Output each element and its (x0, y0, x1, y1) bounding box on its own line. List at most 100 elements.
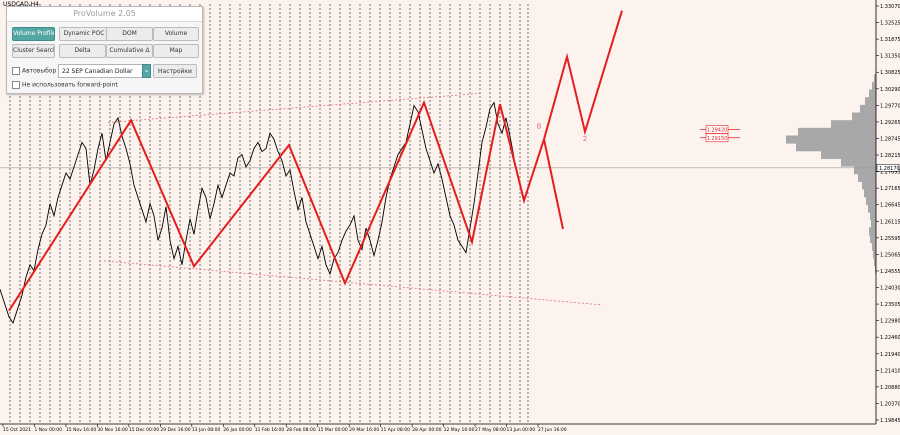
delta-button[interactable]: Delta (59, 44, 106, 58)
y-tick-label: 1.27165 (880, 186, 900, 192)
y-tick-label: 1.20880 (880, 385, 900, 391)
y-tick-label: 1.28215 (880, 153, 900, 159)
y-tick-label: 1.27695 (880, 170, 900, 176)
y-tick-label: 1.24030 (880, 286, 900, 292)
y-tick-label: 1.22460 (880, 335, 900, 341)
volume-profile-bar (786, 135, 876, 144)
volume-profile-bar (860, 104, 876, 114)
x-tick-label: 13 Jun 00:00 (507, 427, 536, 433)
x-tick-label: 29 Dec 16:00 (160, 427, 190, 433)
wave-label: 2 (583, 135, 587, 143)
x-tick-label: 13 Jan 08:00 (192, 427, 221, 433)
volume-button[interactable]: Volume (153, 27, 199, 41)
wave-label: B (537, 123, 542, 131)
price-mark-label: 1.29420 (707, 128, 728, 134)
y-tick-label: 1.20370 (880, 401, 900, 407)
y-tick-label: 1.23505 (880, 302, 900, 308)
volume-profile-bar (870, 212, 876, 221)
price-series (0, 101, 515, 325)
y-tick-label: 1.25065 (880, 252, 900, 258)
x-tick-label: 28 Apr 00:00 (412, 427, 441, 433)
symbol-label: USDCAD,H4 (3, 1, 39, 8)
provolume-panel[interactable]: ProVolume 2.05 Volume Profile Dynamic PO… (6, 6, 203, 94)
y-tick-label: 1.29265 (880, 120, 900, 126)
y-tick-label: 1.31875 (880, 37, 900, 43)
x-tick-label: 27 Jun 16:00 (538, 427, 567, 433)
volume-profile-bar (841, 158, 876, 167)
volume-profile-bar (869, 227, 876, 236)
y-tick-label: 1.19845 (880, 418, 900, 424)
volume-profile-bar (869, 89, 876, 98)
panel-title: ProVolume 2.05 (7, 7, 202, 22)
x-tick-label: 15 Oct 2021 (3, 427, 31, 433)
volume-profile-bar (864, 189, 876, 198)
price-mark-label: 1.29150 (707, 136, 728, 142)
dynamic-poc-button[interactable]: Dynamic POC (59, 27, 109, 41)
volume-profile-bar (854, 166, 876, 175)
forward-point-checkbox[interactable] (12, 81, 20, 89)
current-price-label: 1.28170 (879, 166, 900, 172)
volume-profile-button[interactable]: Volume Profile (12, 27, 55, 41)
cluster-search-button[interactable]: Cluster Search (12, 44, 55, 58)
channel-lower-line (103, 260, 603, 306)
x-tick-label: 26 Jan 00:00 (223, 427, 252, 433)
map-button[interactable]: Map (153, 44, 199, 58)
current-price-box (876, 164, 900, 172)
instrument-dropdown-icon[interactable]: ⌄ (142, 64, 151, 78)
y-tick-label: 1.30290 (880, 87, 900, 93)
x-tick-label: 27 May 08:00 (475, 427, 506, 433)
cumulative-delta-button[interactable]: Cumulative Δ (106, 44, 153, 58)
autoselect-label: Автовыбор (22, 67, 57, 75)
x-tick-label: 29 Mar 16:00 (349, 427, 379, 433)
autoselect-checkbox[interactable] (12, 67, 20, 75)
price-mark-box (705, 133, 729, 143)
volume-profile-bar (865, 97, 876, 106)
x-tick-label: 15 Dec 00:00 (129, 427, 159, 433)
volume-profile-bar (821, 150, 876, 159)
y-tick-label: 1.31350 (880, 54, 900, 60)
instrument-select[interactable]: 22 SEP Canadian Dollar (58, 64, 150, 78)
x-tick-label: 11 Apr 08:00 (381, 427, 410, 433)
volume-profile-bar (858, 173, 876, 182)
x-tick-label: 11 Feb 16:00 (255, 427, 285, 433)
zigzag-line (8, 10, 623, 312)
x-tick-label: 12 May 16:00 (444, 427, 475, 433)
y-tick-label: 1.22980 (880, 319, 900, 325)
volume-profile-bar (875, 265, 876, 274)
y-tick-label: 1.26115 (880, 219, 900, 225)
volume-profile-bar (872, 242, 876, 251)
volume-profile-bar (798, 127, 876, 136)
x-tick-label: 28 Feb 08:00 (286, 427, 316, 433)
y-tick-label: 1.33070 (880, 4, 900, 10)
y-tick-label: 1.21940 (880, 352, 900, 358)
y-tick-label: 1.30825 (880, 70, 900, 76)
x-tick-label: 15 Mar 00:00 (318, 427, 348, 433)
alternate-projection-line (543, 139, 564, 230)
x-tick-label: 30 Nov 16:00 (97, 427, 127, 433)
y-tick-label: 1.29770 (880, 103, 900, 109)
volume-profile-bar (874, 257, 876, 267)
volume-profile-bar (862, 181, 876, 190)
volume-profile-bar (868, 204, 876, 213)
y-tick-label: 1.26645 (880, 203, 900, 209)
volume-profile-bar (866, 196, 876, 205)
x-tick-label: 15 Nov 16:00 (66, 427, 96, 433)
volume-profile-bar (871, 219, 876, 228)
forward-point-label: Не использовать forward-point (22, 81, 118, 89)
y-tick-label: 1.32525 (880, 21, 900, 27)
dom-button[interactable]: DOM (106, 27, 153, 41)
y-tick-label: 1.21410 (880, 368, 900, 374)
volume-profile-bar (831, 120, 876, 129)
x-tick-label: 1 Nov 00:00 (34, 427, 62, 433)
settings-button[interactable]: Настройки (153, 64, 197, 78)
y-tick-label: 1.24555 (880, 269, 900, 275)
autoselect-row[interactable]: Автовыбор (12, 67, 56, 75)
volume-profile-bar (852, 112, 876, 121)
forward-point-row[interactable]: Не использовать forward-point (12, 81, 118, 89)
volume-profile-bar (874, 74, 876, 83)
volume-profile-bar (873, 250, 876, 259)
volume-profile-bar (870, 234, 876, 244)
y-tick-label: 1.25595 (880, 236, 900, 242)
volume-profile-bar (796, 143, 876, 152)
y-tick-label: 1.28745 (880, 136, 900, 142)
